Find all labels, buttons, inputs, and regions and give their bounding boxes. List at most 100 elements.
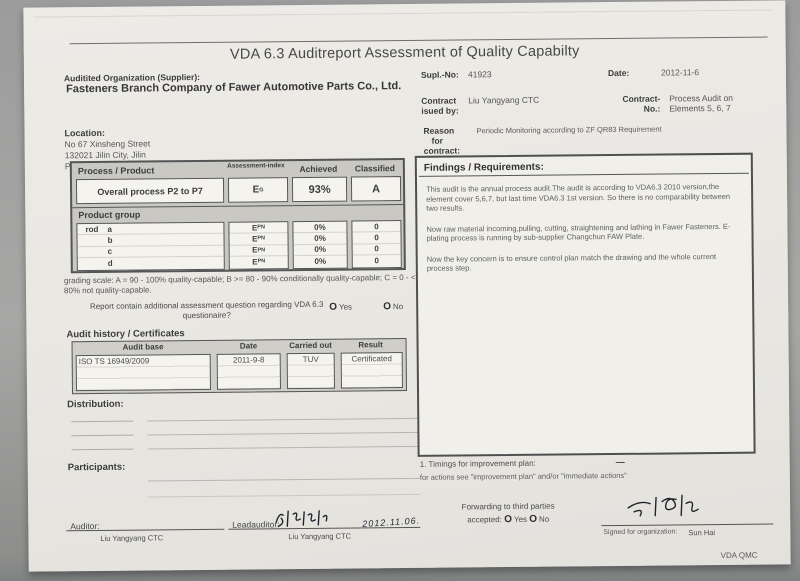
distribution-label: Distribution: [67, 398, 124, 411]
blank-line [71, 448, 134, 451]
index-subscript: PN [257, 246, 266, 254]
date-value: 2012-11-6 [660, 67, 700, 78]
table-row: 0% [293, 221, 347, 234]
radio-circle-icon: O [529, 513, 538, 525]
radio-circle-icon: O [383, 301, 392, 313]
organization-signature [627, 494, 699, 517]
no-option-label: No [392, 302, 404, 312]
product-item: c [107, 246, 113, 256]
index-subscript: PN [257, 224, 265, 231]
audit-history-table: Audit base Date Carried out Result ISO T… [71, 338, 408, 395]
blank-line [71, 420, 134, 423]
blank-line [71, 434, 134, 437]
result-cell: Certificated [340, 352, 403, 389]
product-group-names-cell: rod a b c d [76, 221, 225, 272]
overall-process-cell: Overall process P2 to P7 [75, 177, 225, 205]
audit-history-title: Audit history / Certificates [66, 328, 185, 341]
blank-line [148, 493, 421, 498]
contract-issued-by-value: Liu Yangyang CTC [468, 94, 540, 106]
timings-value: — [615, 456, 625, 468]
address-line: 132021 Jilin City, Jilin [64, 149, 146, 161]
table-row: 0 [352, 221, 401, 233]
reason-for-contract-label: contract: [423, 145, 461, 156]
signed-for-organization-label: Signed for organization: [603, 528, 678, 537]
table-row: d [78, 257, 224, 270]
supplier-number-label: Supl.-No: [420, 69, 459, 80]
yes-option-label: Yes [338, 302, 353, 312]
carried-out-cell: TUV [286, 352, 335, 390]
product-group-index-cell: E PN E PN E PN E PN [228, 221, 289, 270]
questionnaire-question: Report contain additional assessment que… [89, 299, 324, 321]
address-line: No 67 Xinsheng Street [64, 138, 151, 150]
column-header-achieved: Achieved [299, 163, 338, 175]
auditor-signature-line [66, 528, 225, 532]
questionnaire-yes-option: O Yes [329, 302, 352, 313]
table-row: 0% [293, 232, 347, 245]
findings-title: Findings / Requirements: [418, 156, 749, 177]
product-item: d [107, 258, 113, 268]
table-row: 0 [374, 256, 380, 266]
forwarding-accepted-row: accepted: O Yes O No [443, 513, 573, 525]
supplier-name: Fasteners Branch Company of Fawer Automo… [66, 80, 402, 96]
contract-issued-by-label: isued by: [421, 105, 459, 116]
forwarding-text: Forwarding to third parties [461, 501, 555, 512]
findings-paragraph: Now raw material incoming,pulling, cutti… [426, 221, 731, 243]
contract-number-value: Process Audit on Elements 5, 6, 7 [669, 92, 734, 114]
table-row: 0 [352, 243, 401, 256]
reason-for-contract-label: for [431, 135, 443, 146]
column-header-assessment-index: Assessment-index [227, 162, 285, 170]
product-group-label: Product group [78, 209, 141, 221]
contract-issued-by-label: Contract [421, 95, 457, 106]
column-header-result: Result [358, 340, 383, 350]
blank-line [147, 445, 420, 450]
blank-line [147, 431, 420, 436]
accepted-label: accepted: [467, 515, 502, 525]
questionnaire-no-option: O No [383, 301, 403, 312]
timings-label: 1. Timings for improvement plan: [419, 458, 536, 469]
timings-note: for actions see "improvement plan" and/o… [419, 470, 627, 482]
radio-circle-icon: O [329, 301, 338, 313]
column-header-date: Date [239, 341, 258, 351]
form-footer: VDA QMC [720, 550, 758, 561]
scan-crease-line [33, 9, 774, 18]
findings-box: Findings / Requirements: This audit is t… [414, 152, 756, 457]
radio-circle-icon: O [504, 514, 513, 526]
table-row: E PN [229, 233, 288, 246]
index-subscript: PN [257, 235, 266, 242]
no-option-label: No [538, 514, 550, 524]
column-header-classified: Classified [354, 163, 395, 174]
page-title: VDA 6.3 Auditreport Assessment of Qualit… [229, 43, 580, 63]
table-row: 0% [293, 244, 347, 256]
column-header-process: Process / Product [77, 165, 155, 177]
leadauditor-name: Liu Yangyang CTC [288, 531, 352, 542]
date-label: Date: [607, 67, 630, 79]
findings-paragraph: Now the key concern is to ensure control… [426, 251, 717, 273]
audit-date-cell: 2011-9-8 [216, 353, 281, 390]
findings-body: This audit is the annual process audit.T… [426, 182, 744, 285]
product-group-classified-cell: 0 0 0 0 [351, 220, 402, 269]
table-row: 0 [352, 232, 401, 245]
yes-option-label: Yes [513, 514, 528, 524]
reason-for-contract-label: Reason [423, 125, 455, 136]
supplier-number-value: 41923 [467, 69, 492, 80]
column-header-carried-out: Carried out [289, 340, 332, 351]
location-label: Location: [64, 127, 106, 139]
product-item: a [107, 224, 112, 234]
audit-base-cell: ISO TS 16949/2009 [75, 353, 211, 392]
blank-line [147, 417, 420, 422]
findings-paragraph: This audit is the annual process audit.T… [426, 181, 731, 213]
product-group-achieved-cell: 0% 0% 0% 0% [292, 220, 348, 270]
index-subscript: PN [257, 258, 266, 265]
table-row: 0% [314, 256, 327, 266]
overall-achieved-cell: 93% [291, 176, 348, 203]
auditor-name: Liu Yangyang CTC [100, 533, 164, 543]
signed-name: Sun Hai [688, 528, 716, 538]
contract-number-label: No.: [643, 103, 661, 114]
overall-classified-cell: A [350, 176, 402, 202]
table-row: E PN [229, 244, 288, 257]
scanned-page: VDA 6.3 Auditreport Assessment of Qualit… [23, 0, 791, 572]
assessment-table: Process / Product Assessment-index Achie… [69, 158, 406, 274]
contract-number-label: Contract- [622, 93, 661, 104]
product-item: b [107, 235, 113, 245]
